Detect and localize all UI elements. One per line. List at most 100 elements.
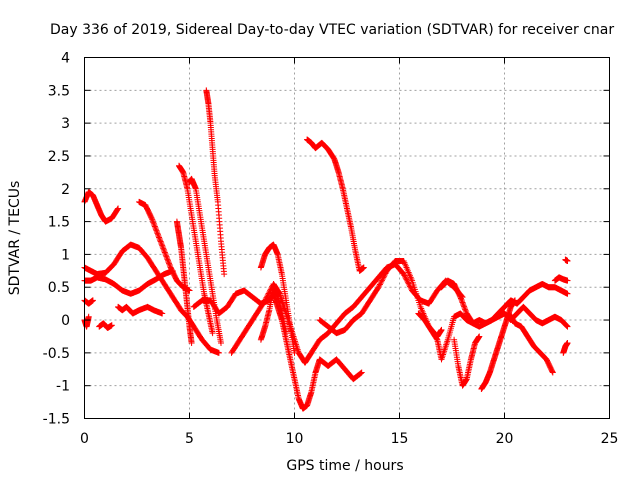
- data-point: [161, 249, 168, 256]
- series-arc-h: [173, 218, 195, 347]
- data-point: [563, 322, 570, 329]
- data-point: [564, 277, 571, 284]
- data-point: [377, 280, 384, 287]
- series-arc-w: [551, 274, 571, 284]
- data-point: [459, 299, 466, 306]
- data-point: [401, 272, 408, 279]
- data-point: [215, 349, 222, 356]
- series-arc-c: [81, 267, 176, 297]
- data-point: [376, 281, 383, 288]
- data-point: [462, 307, 469, 314]
- series-arc-m: [228, 261, 466, 366]
- data-point: [407, 284, 414, 291]
- data-point: [149, 216, 156, 223]
- series-arc-y: [562, 256, 571, 264]
- data-point: [438, 326, 445, 333]
- data-point: [358, 369, 365, 376]
- data-point: [564, 290, 571, 297]
- data-point: [460, 300, 467, 307]
- y-tick-label: 4: [61, 51, 70, 67]
- series-arc-k: [203, 87, 228, 278]
- grid-lines: [84, 57, 610, 419]
- x-axis-title: GPS time / hours: [286, 458, 403, 474]
- series-arc-v: [505, 310, 556, 376]
- y-tick-label: 2.5: [48, 149, 70, 165]
- data-point: [162, 252, 169, 259]
- data-point: [158, 241, 165, 248]
- series-arc-i: [176, 162, 216, 337]
- data-point: [153, 228, 160, 235]
- data-point: [457, 295, 464, 302]
- data-point: [402, 275, 409, 282]
- series-arc-s: [438, 277, 571, 330]
- y-tick-label: 2: [61, 182, 70, 198]
- data-point: [148, 215, 155, 222]
- data-point: [263, 294, 270, 301]
- data-point: [160, 246, 167, 253]
- series-arc-z: [96, 320, 115, 331]
- data-point: [265, 290, 272, 297]
- data-point: [154, 230, 161, 237]
- series-arc-g: [136, 198, 193, 294]
- data-point: [358, 370, 364, 377]
- chart-title: Day 336 of 2019, Sidereal Day-to-day VTE…: [50, 22, 614, 38]
- data-point: [262, 295, 269, 302]
- data-point: [188, 340, 195, 347]
- data-point: [166, 261, 173, 268]
- data-point: [114, 206, 121, 213]
- data-point: [381, 273, 388, 280]
- data-point: [379, 276, 386, 283]
- data-point: [458, 296, 465, 303]
- data-point: [404, 279, 411, 286]
- y-tick-label: 3: [61, 116, 70, 132]
- data-point: [151, 223, 158, 230]
- x-tick-label: 15: [391, 431, 409, 447]
- data-point: [462, 306, 469, 313]
- data-point: [375, 284, 382, 291]
- data-point: [380, 274, 387, 281]
- x-axis: 0 5 10 15 20 25: [80, 57, 619, 447]
- x-tick-label: 0: [80, 431, 89, 447]
- data-point: [164, 256, 171, 263]
- x-tick-label: 5: [185, 431, 194, 447]
- data-point: [115, 205, 122, 212]
- data-point: [221, 271, 228, 278]
- y-tick-label: 1: [61, 247, 70, 263]
- data-point: [262, 297, 269, 304]
- data-point: [458, 298, 465, 305]
- data-point: [460, 302, 467, 309]
- y-axis: -1.5 -1 -0.5 0 0.5 1 1.5 2 2.5 3 3.5 4: [43, 51, 610, 428]
- data-point: [153, 227, 160, 234]
- series-arc-u: [478, 297, 518, 392]
- data-point: [157, 238, 164, 245]
- data-point: [407, 283, 413, 290]
- data-point: [158, 239, 165, 246]
- data-point: [157, 237, 164, 244]
- series-arc-p: [304, 136, 367, 274]
- data-point: [164, 257, 171, 264]
- data-point: [564, 257, 571, 264]
- data-point: [159, 244, 166, 251]
- series-arc-d: [81, 313, 92, 330]
- data-point: [151, 222, 158, 229]
- data-point: [266, 289, 273, 296]
- data-point: [564, 323, 571, 330]
- data-point: [166, 260, 173, 267]
- data-point: [512, 297, 518, 304]
- data-point: [381, 271, 388, 278]
- y-tick-label: -1.5: [43, 412, 70, 428]
- data-point: [165, 259, 172, 266]
- series-arc-x: [560, 340, 571, 356]
- data-point: [461, 305, 468, 312]
- x-tick-label: 25: [601, 431, 619, 447]
- y-tick-label: 0: [61, 313, 70, 329]
- x-tick-label: 10: [286, 431, 304, 447]
- data-point: [159, 242, 166, 249]
- data-point: [163, 253, 170, 260]
- series-arc-e: [81, 297, 96, 307]
- data-point: [150, 219, 157, 226]
- series-arc-n: [257, 241, 298, 356]
- y-tick-label: 1.5: [48, 215, 70, 231]
- data-point: [85, 313, 92, 320]
- series-arc-f: [115, 303, 166, 317]
